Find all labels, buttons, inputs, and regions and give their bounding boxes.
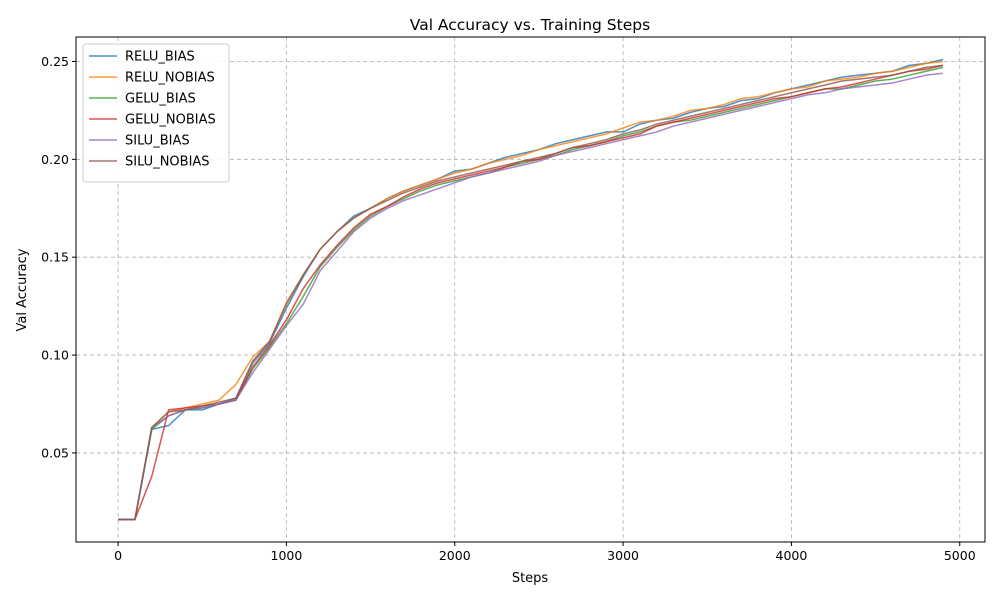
x-tick-label: 1000 bbox=[271, 548, 303, 563]
legend-box bbox=[82, 43, 230, 183]
x-tick-label: 0 bbox=[114, 548, 122, 563]
legend-entry: RELU_NOBIAS bbox=[125, 71, 215, 86]
y-tick-label: 0.10 bbox=[41, 348, 69, 363]
legend: RELU_BIAS RELU_NOBIAS GELU_BIAS GELU_NOBIAS… bbox=[82, 43, 230, 183]
series-line-silu-bias bbox=[118, 72, 944, 521]
plot-frame bbox=[75, 36, 986, 543]
legend-entry: RELU_BIAS bbox=[125, 50, 195, 65]
series-lines bbox=[118, 58, 944, 521]
y-tick-label: 0.15 bbox=[41, 250, 69, 265]
series-line-gelu-nobias bbox=[118, 64, 944, 521]
x-tick-label: 2000 bbox=[439, 548, 471, 563]
y-tick-label: 0.25 bbox=[41, 54, 69, 69]
x-tick-label: 5000 bbox=[944, 548, 976, 563]
x-axis-label: Steps bbox=[512, 571, 549, 586]
legend-entry: GELU_BIAS bbox=[125, 92, 196, 107]
y-axis: 0.05 0.10 0.15 0.20 0.25 bbox=[41, 54, 76, 460]
series-line-relu-bias bbox=[118, 58, 944, 521]
x-tick-label: 3000 bbox=[607, 548, 639, 563]
legend-entry: GELU_NOBIAS bbox=[125, 113, 216, 128]
series-line-silu-nobias bbox=[118, 64, 944, 521]
grid bbox=[76, 37, 985, 542]
series-line-relu-nobias bbox=[118, 60, 944, 521]
x-tick-label: 4000 bbox=[776, 548, 808, 563]
y-axis-label: Val Accuracy bbox=[15, 248, 30, 331]
legend-entry: SILU_NOBIAS bbox=[125, 155, 210, 170]
legend-entry: SILU_BIAS bbox=[125, 134, 190, 149]
chart-title: Val Accuracy vs. Training Steps bbox=[410, 16, 650, 34]
y-tick-label: 0.05 bbox=[41, 445, 69, 460]
y-tick-label: 0.20 bbox=[41, 152, 69, 167]
x-axis: 0 1000 2000 3000 4000 5000 bbox=[114, 542, 976, 563]
